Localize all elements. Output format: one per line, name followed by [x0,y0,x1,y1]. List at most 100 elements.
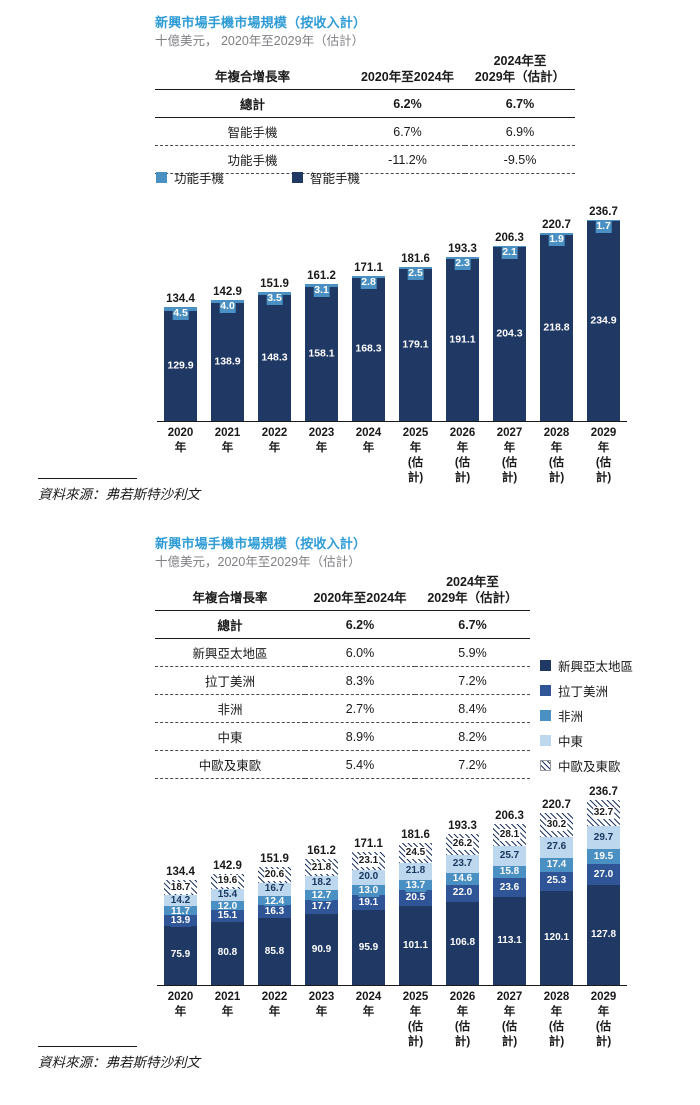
bar-value-label: 20.6 [263,868,286,881]
bar-segment: 18.2 [305,876,338,891]
bar-value-label: 27.6 [545,841,568,854]
legend-label: 智能手機 [310,172,361,186]
bar-stack: 1.9 218.8 [540,233,573,421]
bar-value-label: 19.5 [592,850,615,863]
bar-group: 193.3 2.3 191.1 2026年 (估計) [439,200,486,484]
bar-stack: 1.7 234.9 [587,219,620,421]
bar-value-label: 14.6 [451,873,474,886]
bar-segment: 11.7 [164,905,197,918]
bar-group: 161.2 3.1 158.1 2023年 [298,200,345,454]
bar-stack: 2.8 168.3 [352,275,385,421]
bar-segment: 32.7 [587,800,620,826]
bar-group: 151.9 3.5 148.3 2022年 [251,200,298,454]
x-axis-label: 2029年 (估計) [590,427,617,484]
x-axis-label: 2026年 (估計) [449,427,476,484]
bar-value-label: 19.6 [216,875,239,888]
bar-value-label: 85.8 [263,945,286,958]
bar-value-label: 23.6 [498,881,521,894]
legend-label: 功能手機 [174,172,225,186]
mid_blue-legend-swatch [540,685,551,696]
row-label: 非洲 [155,694,305,724]
bar-stack: 4.0 138.9 [211,299,244,421]
bar-segment: 24.5 [399,843,432,863]
bar-value-label: 90.9 [310,943,333,956]
bar-segment: 20.6 [258,866,291,883]
row-label: 智能手機 [155,117,350,147]
x-axis-label: 2020年 [167,991,194,1018]
bar-value-label: 204.3 [495,327,524,341]
bar-value-label: 25.7 [498,850,521,863]
x-axis-label: 2027年 (估計) [496,427,523,484]
source-rule-2 [38,1046,137,1047]
bar-stack: 23.1 20.0 13.0 19.1 95.9 [352,851,385,985]
total-label: 134.4 [166,866,195,879]
bar-segment: 179.1 [399,268,432,421]
row-label: 中東 [155,722,305,752]
bar-value-label: 23.1 [357,854,380,867]
total-label: 142.9 [213,859,242,872]
bar-value-label: 12.7 [310,890,333,903]
bar-segment: 21.8 [399,862,432,880]
table-header-cell: 年複合增長率 [155,52,350,91]
bar-segment: 14.2 [164,894,197,907]
bar-value-label: 12.0 [216,900,239,913]
x-axis-label: 2026年 (估計) [449,991,476,1048]
bar-value-label: 2.3 [454,256,471,270]
table-header-row: 年複合增長率 2020年至2024年 2024年至 2029年（估計） [155,573,530,612]
bar-segment: 2.5 [399,266,432,280]
table-row: 總計 6.2% 6.7% [155,610,530,640]
bar-segment: 17.7 [305,900,338,915]
legend-item: 新興亞太地區 [540,656,633,675]
table-header-cell: 2024年至 2029年（估計） [465,52,575,91]
x-axis-label: 2020年 [167,427,194,454]
bar-value-label: 32.7 [592,807,615,820]
bar-segment: 75.9 [164,925,197,985]
bar-stack: 3.1 158.1 [305,284,338,421]
bar-group: 236.7 1.7 234.9 2029年 (估計) [580,200,627,484]
bar-value-label: 24.5 [404,846,427,859]
bar-value-label: 106.8 [448,937,477,950]
bar-segment: 191.1 [446,258,479,421]
row-label: 總計 [155,610,305,640]
bar-segment: 26.2 [446,834,479,855]
total-label: 134.4 [166,292,195,305]
stacked-bar-chart-1: 134.4 4.5 129.9 2020年 142.9 4.0 138.9 2021年 151.… [157,200,627,484]
bar-value-label: 15.4 [216,888,239,901]
legend-label: 中歐及東歐 [558,760,621,774]
bar-segment: 120.1 [540,891,573,985]
bar-value-label: 4.5 [172,306,189,320]
bar-value-label: 234.9 [589,314,618,328]
bar-value-label: 11.7 [170,905,191,918]
bar-group: 206.3 2.1 204.3 2027年 (估計) [486,200,533,484]
total-label: 193.3 [448,242,477,255]
x-axis-label: 2023年 [308,427,335,454]
row-label: 新興亞太地區 [155,638,305,668]
bar-segment: 27.6 [540,836,573,859]
bar-segment: 2.8 [352,275,385,289]
x-axis-label: 2025年 (估計) [402,991,429,1048]
total-label: 220.7 [542,798,571,811]
bar-value-label: 20.5 [404,892,427,905]
bar-segment: 16.7 [258,882,291,896]
x-axis-label: 2025年 (估計) [402,427,429,484]
row-label: 拉丁美洲 [155,666,305,696]
total-label: 142.9 [213,285,242,298]
bar-segment: 18.7 [164,880,197,895]
bar-value-label: 25.3 [545,875,568,888]
total-label: 181.6 [401,829,430,842]
cagr-2020-2024-value: 6.2% [305,610,415,640]
cagr-2024-2029-value: 5.9% [415,638,530,668]
bar-segment: 3.1 [305,284,338,297]
bar-stack: 28.1 25.7 15.8 23.6 113.1 [493,824,526,985]
total-label: 236.7 [589,786,618,799]
bar-value-label: 28.1 [498,829,521,842]
bar-value-label: 218.8 [542,321,571,335]
bar-stack: 20.6 16.7 12.4 16.3 85.8 [258,866,291,985]
bar-value-label: 95.9 [357,941,380,954]
table-row: 拉丁美洲 8.3% 7.2% [155,666,530,696]
chart1-subtitle: 十億美元， 2020年至2029年（估計） [155,34,365,48]
bar-segment: 17.4 [540,858,573,872]
bar-value-label: 15.8 [498,866,521,879]
cagr-2024-2029-value: 8.2% [415,722,530,752]
